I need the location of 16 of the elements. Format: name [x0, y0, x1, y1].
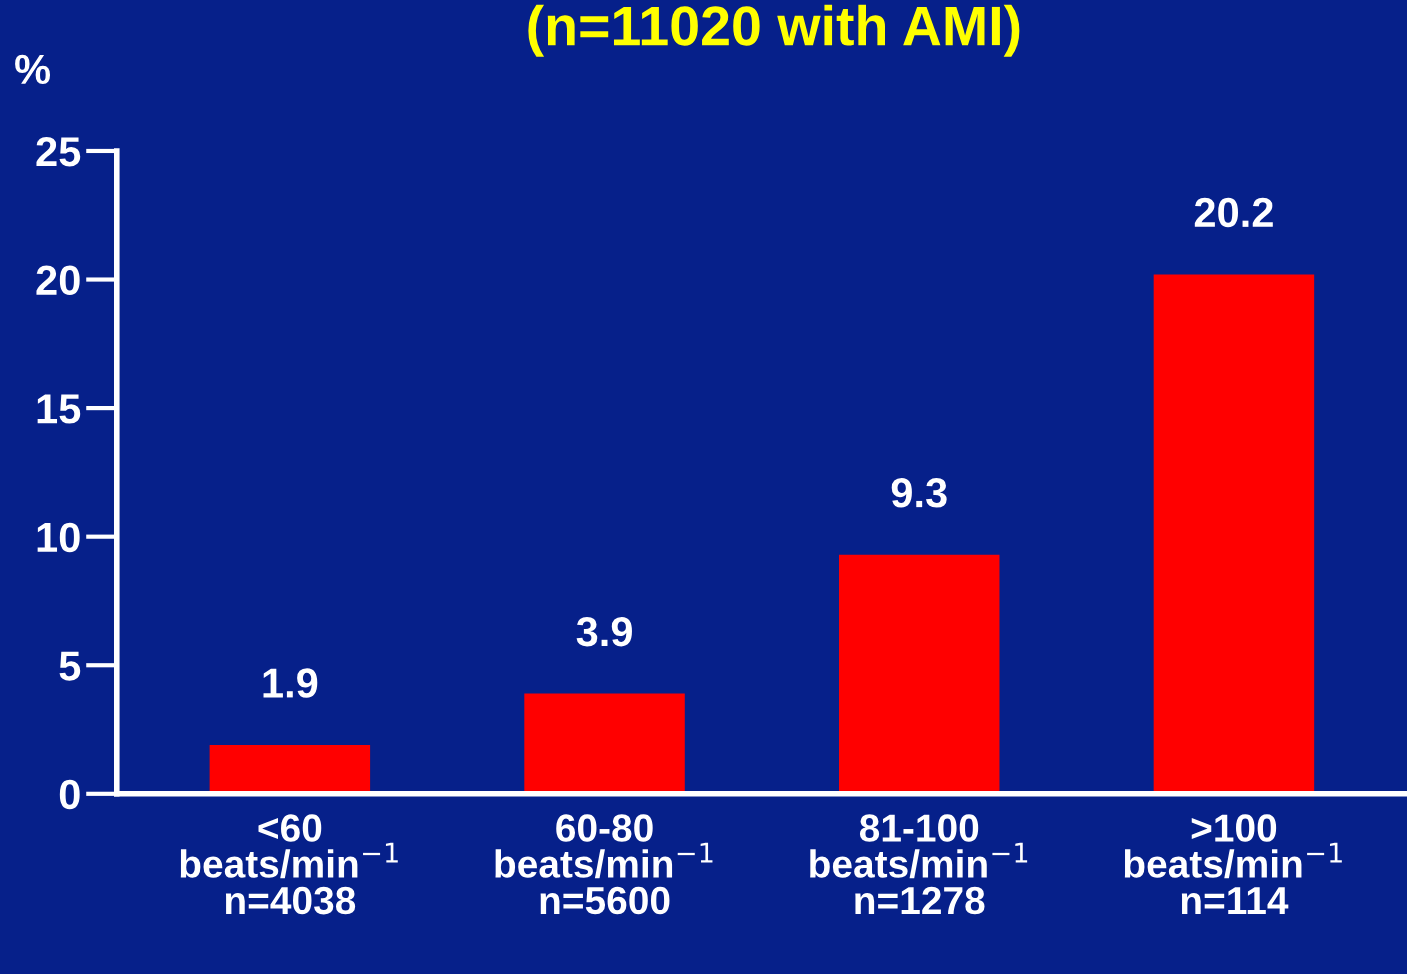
y-tick-label: 5 [59, 651, 81, 681]
x-tick-label: 60-80 beats/min$^{−1}$ n=5600 [495, 814, 713, 915]
y-tick-label: 10 [37, 522, 80, 553]
chart-title: (n=11020 with AMI) [528, 4, 1020, 57]
x-tick-label: >100 beats/min$^{−1}$ n=114 [1124, 814, 1342, 914]
y-tick-label: 25 [36, 136, 81, 167]
data-label: 9.3 [891, 478, 947, 508]
data-label: 1.9 [263, 668, 318, 698]
data-label: 20.2 [1194, 197, 1273, 228]
x-tick-label: 81-100 beats/min$^{−1}$ n=1278 [810, 814, 1028, 915]
y-tick-label: 15 [37, 394, 81, 424]
y-axis-title: % [15, 54, 51, 85]
y-tick-label: 20 [36, 265, 80, 296]
data-label: 3.9 [576, 616, 632, 647]
x-tick-label: <60 beats/min$^{−1}$ n=4038 [180, 814, 398, 915]
y-tick-label: 0 [59, 779, 80, 810]
